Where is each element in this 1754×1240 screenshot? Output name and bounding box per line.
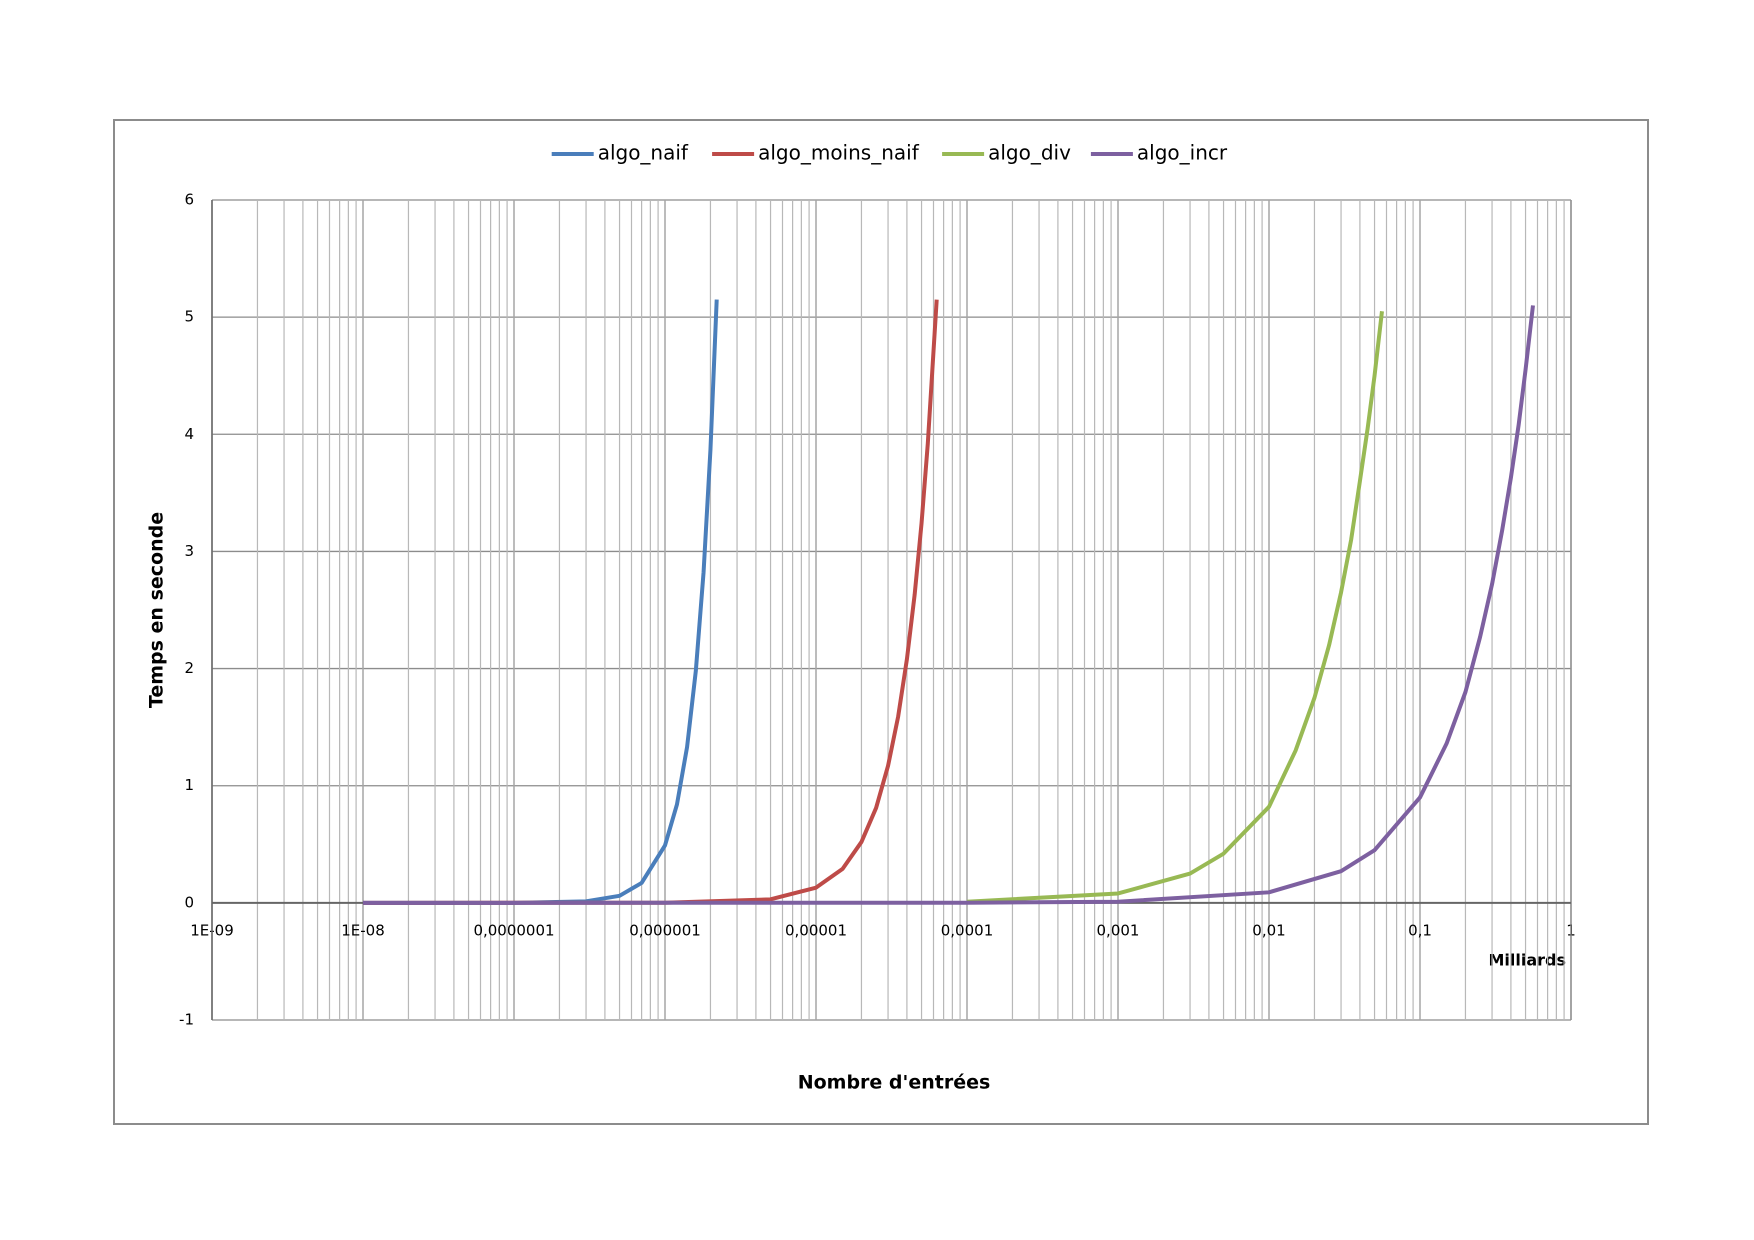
y-tick-label: 2: [184, 659, 194, 677]
legend-label: algo_moins_naif: [758, 141, 920, 165]
series-line: [966, 311, 1384, 904]
x-tick-label: 0,001: [1097, 921, 1140, 939]
x-tick-label: 0,0001: [941, 921, 994, 939]
x-tick-label: 0,0000001: [473, 921, 554, 939]
x-tick-label: 0,01: [1252, 921, 1285, 939]
y-axis-label: Temps en seconde: [146, 512, 168, 708]
y-tick-label: 6: [184, 191, 194, 209]
y-tick-label: 0: [184, 893, 194, 911]
y-tick-label: 4: [184, 425, 194, 443]
y-tick-label: 3: [184, 542, 194, 560]
series-line: [362, 299, 939, 905]
chart-frame: [113, 119, 1649, 1125]
x-tick-label: 0,1: [1408, 921, 1432, 939]
x-axis-label: Nombre d'entrées: [798, 1072, 991, 1094]
legend-label: algo_naif: [598, 141, 689, 165]
series-line: [362, 305, 1535, 905]
legend-label: algo_div: [988, 141, 1071, 165]
y-tick-label: 1: [184, 776, 194, 794]
legend-label: algo_incr: [1137, 141, 1228, 165]
x-tick-label: 1E-08: [341, 921, 385, 939]
x-tick-label: 0,000001: [629, 921, 701, 939]
y-tick-label: -1: [179, 1011, 194, 1029]
y-tick-label: 5: [184, 308, 194, 326]
x-unit-label: Milliards: [1488, 951, 1566, 970]
x-tick-label: 0,00001: [785, 921, 847, 939]
